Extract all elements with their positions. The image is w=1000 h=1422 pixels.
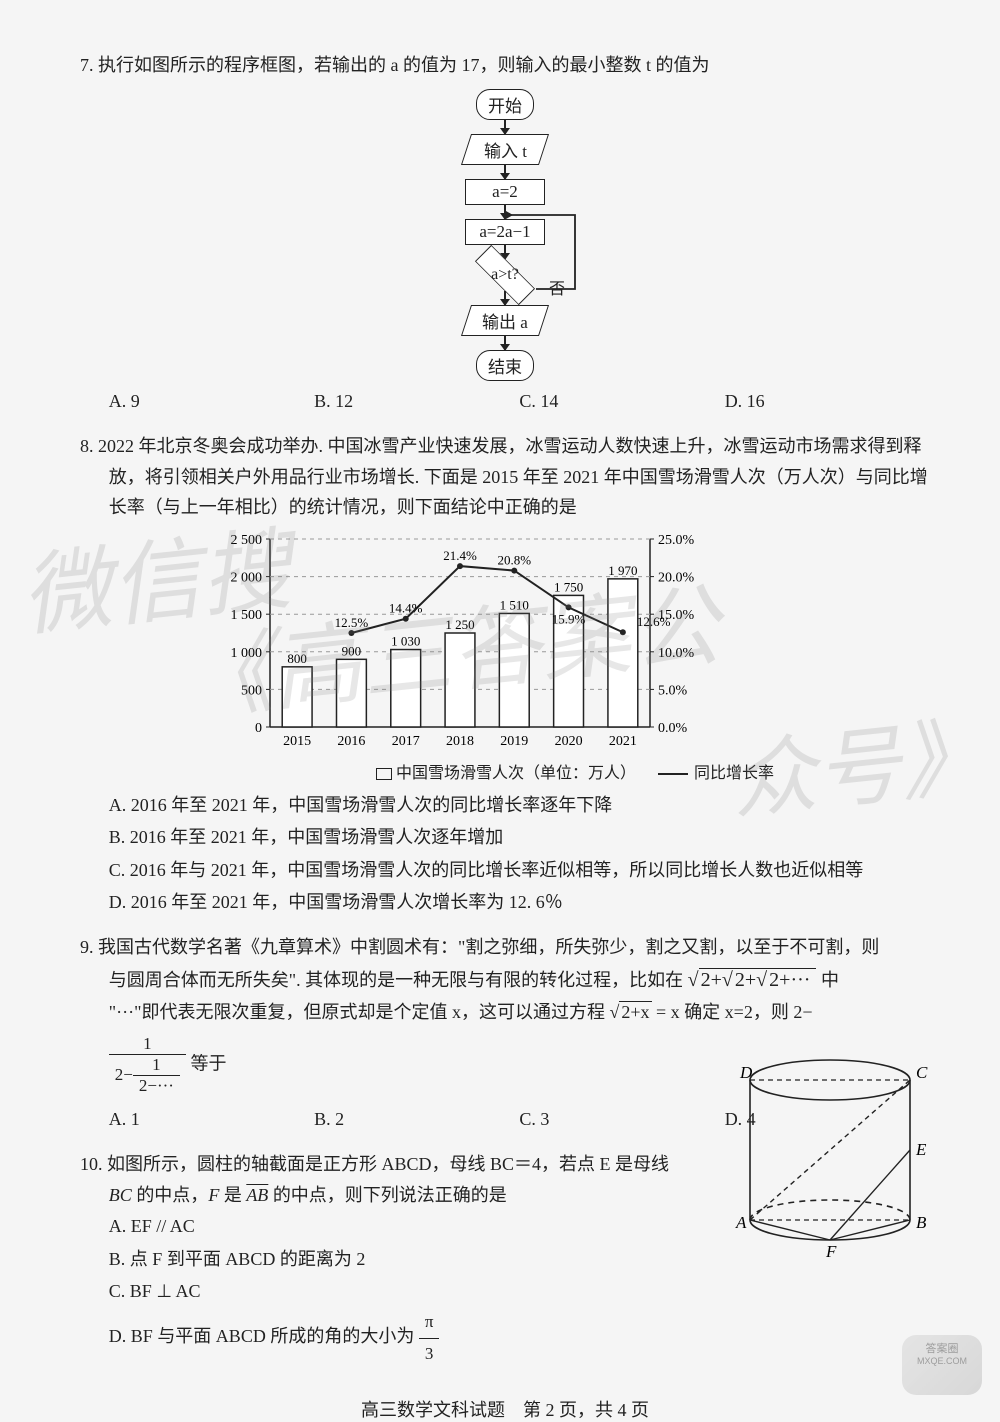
svg-text:2 000: 2 000	[231, 570, 263, 585]
svg-text:2 500: 2 500	[231, 533, 263, 548]
question-7: 7. 执行如图所示的程序框图，若输出的 a 的值为 17，则输入的最小整数 t …	[80, 50, 930, 417]
fig-label-e: E	[915, 1140, 927, 1159]
q7-opt-b: B. 12	[314, 385, 519, 417]
q9-opt-b: B. 2	[314, 1103, 519, 1135]
legend-bar-label: 中国雪场滑雪人次（单位：万人）	[396, 765, 636, 782]
q8-opt-c: C. 2016 年与 2021 年，中国雪场滑雪人次的同比增长率近似相等，所以同…	[109, 854, 930, 886]
svg-text:900: 900	[342, 643, 362, 658]
q10-options: A. EF // AC B. 点 F 到平面 ABCD 的距离为 2 C. BF…	[80, 1210, 690, 1369]
fig-label-a: A	[735, 1213, 747, 1232]
legend-line-icon	[658, 773, 688, 775]
svg-text:0.0%: 0.0%	[658, 721, 688, 736]
svg-text:12.5%: 12.5%	[335, 615, 369, 630]
q8-opt-b: B. 2016 年至 2021 年，中国雪场滑雪人次逐年增加	[109, 821, 930, 853]
fc-end: 结束	[476, 350, 534, 381]
svg-text:1 250: 1 250	[445, 617, 474, 632]
svg-text:15.9%: 15.9%	[552, 611, 586, 626]
svg-text:20.8%: 20.8%	[497, 552, 531, 567]
q9-opt-a: A. 1	[109, 1103, 314, 1135]
q10-opt-b: B. 点 F 到平面 ABCD 的距离为 2	[109, 1243, 690, 1275]
fc-cond: a>t?	[474, 259, 536, 291]
question-8: 8. 2022 年北京冬奥会成功举办. 中国冰雪产业快速发展，冰雪运动人数快速上…	[80, 431, 930, 918]
q10-opt-a: A. EF // AC	[109, 1210, 690, 1242]
q8-stem: 8. 2022 年北京冬奥会成功举办. 中国冰雪产业快速发展，冰雪运动人数快速上…	[80, 431, 930, 523]
q10-opt-d: D. BF 与平面 ABCD 所成的角的大小为 π3	[109, 1307, 690, 1369]
svg-text:2019: 2019	[500, 734, 528, 749]
q7-opt-c: C. 14	[519, 385, 724, 417]
q7-opt-a: A. 9	[109, 385, 314, 417]
q8-options: A. 2016 年至 2021 年，中国雪场滑雪人次的同比增长率逐年下降 B. …	[80, 789, 930, 919]
q9-stem-1: 9. 我国古代数学名著《九章算术》中割圆术有："割之弥细，所失弥少，割之又割，以…	[80, 932, 930, 963]
svg-text:1 970: 1 970	[608, 563, 637, 578]
svg-text:2016: 2016	[337, 734, 365, 749]
svg-text:1 750: 1 750	[554, 579, 583, 594]
fc-step: a=2a−1	[465, 219, 545, 245]
corner-logo: 答案圈 MXQE.COM	[902, 1335, 982, 1395]
fig-label-b: B	[916, 1213, 927, 1232]
fc-out: 输出 a	[461, 305, 549, 336]
q7-stem: 7. 执行如图所示的程序框图，若输出的 a 的值为 17，则输入的最小整数 t …	[80, 50, 930, 81]
legend-bar-icon	[376, 768, 392, 780]
page-footer: 高三数学文科试题 第 2 页，共 4 页	[80, 1396, 930, 1422]
q7-options: A. 9 B. 12 C. 14 D. 16	[80, 385, 930, 417]
q7-flowchart: 开始 输入 t a=2 a=2a−1 a>t? 否 是 输出 a 结束	[415, 89, 595, 381]
q8-opt-a: A. 2016 年至 2021 年，中国雪场滑雪人次的同比增长率逐年下降	[109, 789, 930, 821]
fc-input: 输入 t	[461, 134, 549, 165]
svg-text:800: 800	[287, 651, 307, 666]
fig-label-c: C	[916, 1063, 928, 1082]
svg-text:2018: 2018	[446, 734, 474, 749]
svg-text:25.0%: 25.0%	[658, 533, 695, 548]
fig-label-d: D	[739, 1063, 753, 1082]
svg-text:2020: 2020	[555, 734, 583, 749]
svg-text:12.6%: 12.6%	[637, 614, 671, 629]
svg-text:14.4%: 14.4%	[389, 600, 423, 615]
fig-label-f: F	[825, 1242, 837, 1261]
fc-start: 开始	[476, 89, 534, 120]
svg-text:500: 500	[241, 683, 262, 698]
svg-text:0: 0	[255, 721, 262, 736]
q10-stem-2: BC 的中点，F 是 AB 的中点，则下列说法正确的是	[80, 1180, 690, 1211]
svg-text:20.0%: 20.0%	[658, 570, 695, 585]
q10-stem: 10. 如图所示，圆柱的轴截面是正方形 ABCD，母线 BC＝4，若点 E 是母…	[80, 1149, 690, 1180]
q10-opt-c: C. BF ⊥ AC	[109, 1275, 690, 1307]
q7-opt-d: D. 16	[725, 385, 930, 417]
svg-text:10.0%: 10.0%	[658, 646, 695, 661]
svg-text:5.0%: 5.0%	[658, 683, 688, 698]
q9-stem-2: 与圆周合体而无所失矣". 其体现的是一种无限与有限的转化过程，比如在 √2+√2…	[80, 963, 930, 997]
svg-text:1 030: 1 030	[391, 633, 420, 648]
q9-opt-c: C. 3	[519, 1103, 724, 1135]
svg-text:2015: 2015	[283, 734, 311, 749]
svg-text:2017: 2017	[392, 734, 420, 749]
legend-line-label: 同比增长率	[694, 765, 774, 782]
svg-text:1 500: 1 500	[231, 608, 263, 623]
q10-figure: D C A B E F	[730, 1050, 930, 1260]
fc-no-label: 否	[549, 275, 565, 299]
fc-init: a=2	[465, 179, 545, 205]
q9-stem-3: "···"即代表无限次重复，但原式却是个定值 x，这可以通过方程 √2+x = …	[80, 997, 930, 1028]
svg-text:1 510: 1 510	[500, 597, 529, 612]
q8-legend: 中国雪场滑雪人次（单位：万人） 同比增长率	[220, 759, 930, 783]
svg-text:1 000: 1 000	[231, 646, 263, 661]
q8-chart: 0 500 1 000 1 500 2 000 2 500 0.0% 5.0% 10.0% 15.…	[220, 527, 700, 757]
q8-opt-d: D. 2016 年至 2021 年，中国雪场滑雪人次增长率为 12. 6％	[109, 886, 930, 918]
svg-text:2021: 2021	[609, 734, 637, 749]
svg-text:21.4%: 21.4%	[443, 548, 477, 563]
